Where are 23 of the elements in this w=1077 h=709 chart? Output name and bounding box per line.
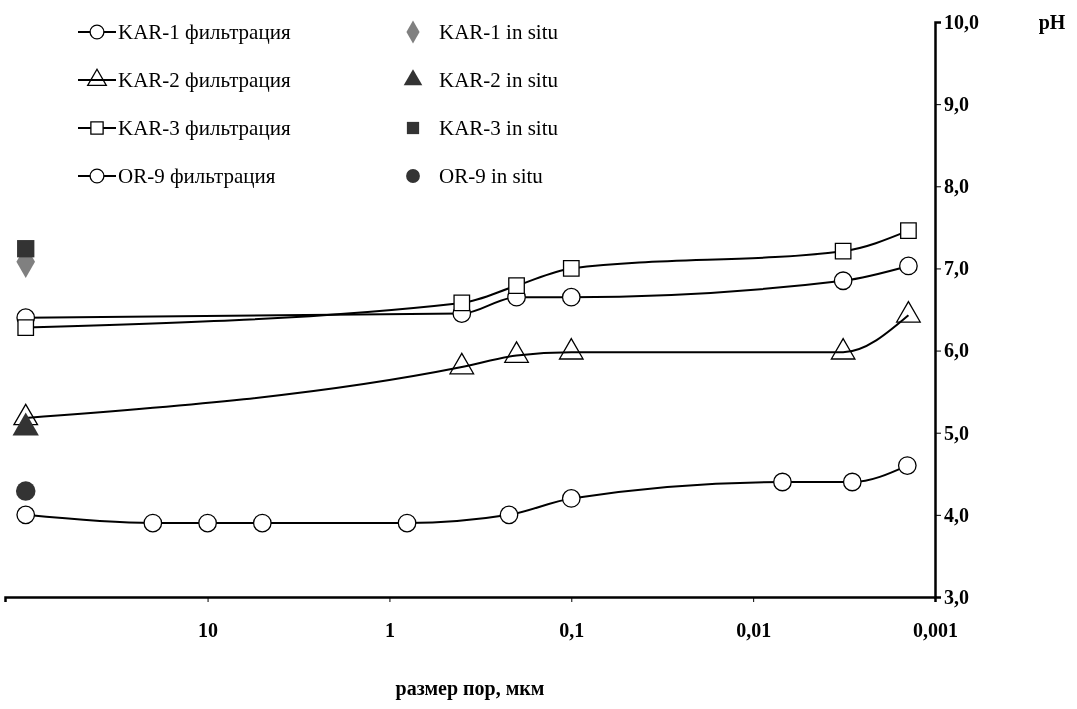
y-tick-label: 8,0 [944,175,969,198]
y-tick-label: 9,0 [944,93,969,116]
y-axis-title: pH [1038,11,1066,34]
legend-label: KAR-1 фильтрация [118,20,291,44]
y-tick-label: 10,0 [944,10,979,33]
legend-label: OR-9 фильтрация [118,164,276,188]
legend-label: KAR-3 in situ [439,116,559,140]
x-tick-label: 0,001 [913,619,958,641]
x-tick-label: 0,1 [559,619,585,641]
x-tick-label: 1 [384,619,395,641]
y-tick-label: 5,0 [944,421,969,444]
legend-label: KAR-3 фильтрация [118,116,291,140]
y-tick-label: 6,0 [944,339,969,362]
y-tick-label: 4,0 [944,503,969,526]
y-tick-label: 3,0 [944,585,969,608]
y-tick-label: 7,0 [944,257,969,280]
legend-label: OR-9 in situ [439,164,544,188]
x-tick-label: 10 [198,619,219,641]
legend-label: KAR-1 in situ [439,20,559,44]
x-tick-label: 0,01 [736,619,772,641]
legend-label: KAR-2 фильтрация [118,68,291,92]
legend-label: KAR-2 in situ [439,68,559,92]
x-axis-title: размер пор, мкм [395,677,545,700]
